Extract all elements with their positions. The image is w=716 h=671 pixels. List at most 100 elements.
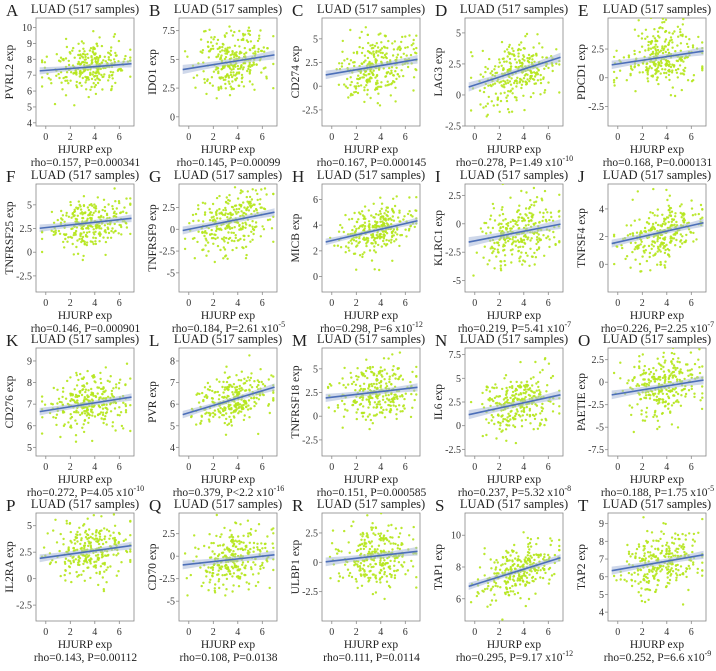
data-point [249,376,253,380]
data-point [408,210,411,213]
data-point [558,63,561,66]
data-point [522,54,525,57]
data-point [203,213,207,216]
data-point [210,216,213,219]
data-point [673,232,677,236]
data-point [212,236,215,240]
data-point [76,575,79,578]
data-point [246,190,249,193]
data-point [503,238,506,242]
data-point [206,395,209,398]
data-point [629,233,632,236]
data-point [125,211,128,215]
data-point [61,58,64,61]
data-point [82,384,86,387]
data-point [490,70,494,73]
data-point [672,65,676,68]
data-point [206,40,210,44]
data-point [357,375,360,379]
data-point [201,231,204,234]
data-point [237,211,240,214]
data-point [665,392,669,396]
data-point [373,245,376,248]
data-point [469,109,473,112]
data-point [231,34,235,37]
data-point [670,210,674,213]
data-point [513,425,517,429]
data-point [79,208,83,211]
data-point [342,415,346,418]
data-point [549,376,553,380]
data-point [646,71,649,74]
data-point [351,403,355,407]
data-point [226,212,230,216]
data-point [253,46,256,49]
data-point [341,377,344,380]
data-point [545,220,548,223]
data-point [232,74,235,77]
x-tick-label: 0 [186,462,191,473]
data-point [509,83,513,86]
data-point [238,67,242,70]
data-point [244,257,248,260]
data-point [489,72,492,75]
data-point [532,232,536,235]
data-point [346,409,349,412]
data-point [658,36,661,39]
stat-label: rho=0.168, P=0.000131 [603,157,713,169]
data-point [95,57,98,60]
data-point [267,378,270,381]
plot-area [321,347,421,457]
y-tick-label: 5 [313,34,318,45]
data-point [226,423,229,427]
data-point [248,379,251,382]
y-tick-label: 2.5 [449,59,462,70]
data-point [660,390,663,393]
data-point [361,253,364,256]
data-point [72,215,75,218]
data-point [391,368,394,372]
y-tick-label: 0 [313,412,318,423]
data-point [341,50,344,53]
data-point [92,70,95,74]
data-point [665,216,669,219]
data-point [653,392,657,395]
data-point [104,366,108,369]
y-tick-label: -2.5 [16,271,32,282]
data-point [647,222,651,225]
plot-marks [325,26,418,107]
x-tick-label: 4 [521,132,526,143]
data-point [504,263,507,267]
data-point [129,550,132,553]
data-point [80,573,83,576]
data-point [493,247,496,251]
data-point [517,47,520,51]
data-point [668,31,671,34]
regression-line [39,217,132,230]
data-point [208,414,212,417]
data-point [637,64,640,67]
x-axis-label: HJURP exp [201,474,255,486]
data-point [196,240,199,244]
data-point [529,95,533,99]
data-point [668,249,671,252]
data-point [652,245,655,248]
data-point [97,404,101,407]
x-tick-label: 2 [640,462,645,473]
data-point [366,376,369,380]
data-point [528,205,532,209]
data-point [525,405,528,409]
data-point [514,389,517,392]
data-point [248,195,252,199]
data-point [555,62,558,65]
data-point [657,397,661,401]
data-point [81,411,84,414]
data-point [648,397,652,400]
data-point [409,53,413,57]
data-point [379,369,382,373]
data-point [409,415,413,419]
data-point [239,379,243,382]
data-point [493,267,496,270]
data-point [218,416,221,419]
